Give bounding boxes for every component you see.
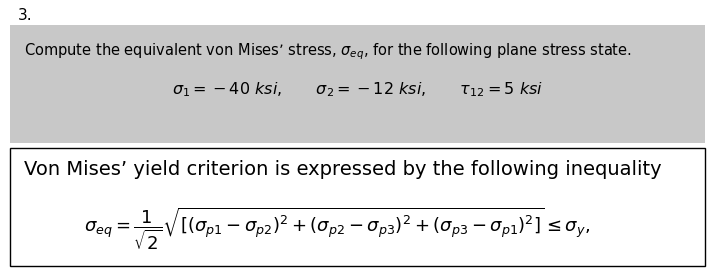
- Text: $\sigma_1 = -40\ ksi, \qquad \sigma_2 = -12\ ksi, \qquad \tau_{12} = 5\ ksi$: $\sigma_1 = -40\ ksi, \qquad \sigma_2 = …: [172, 80, 543, 99]
- FancyBboxPatch shape: [10, 25, 705, 143]
- Text: Von Mises’ yield criterion is expressed by the following inequality: Von Mises’ yield criterion is expressed …: [24, 160, 661, 179]
- Text: Compute the equivalent von Mises’ stress, $\sigma_{eq}$, for the following plane: Compute the equivalent von Mises’ stress…: [24, 41, 632, 62]
- Text: $\sigma_{eq} = \dfrac{1}{\sqrt{2}}\sqrt{[(\sigma_{p1} - \sigma_{p2})^2 + (\sigma: $\sigma_{eq} = \dfrac{1}{\sqrt{2}}\sqrt{…: [84, 206, 591, 252]
- Text: 3.: 3.: [18, 8, 33, 23]
- FancyBboxPatch shape: [10, 148, 705, 266]
